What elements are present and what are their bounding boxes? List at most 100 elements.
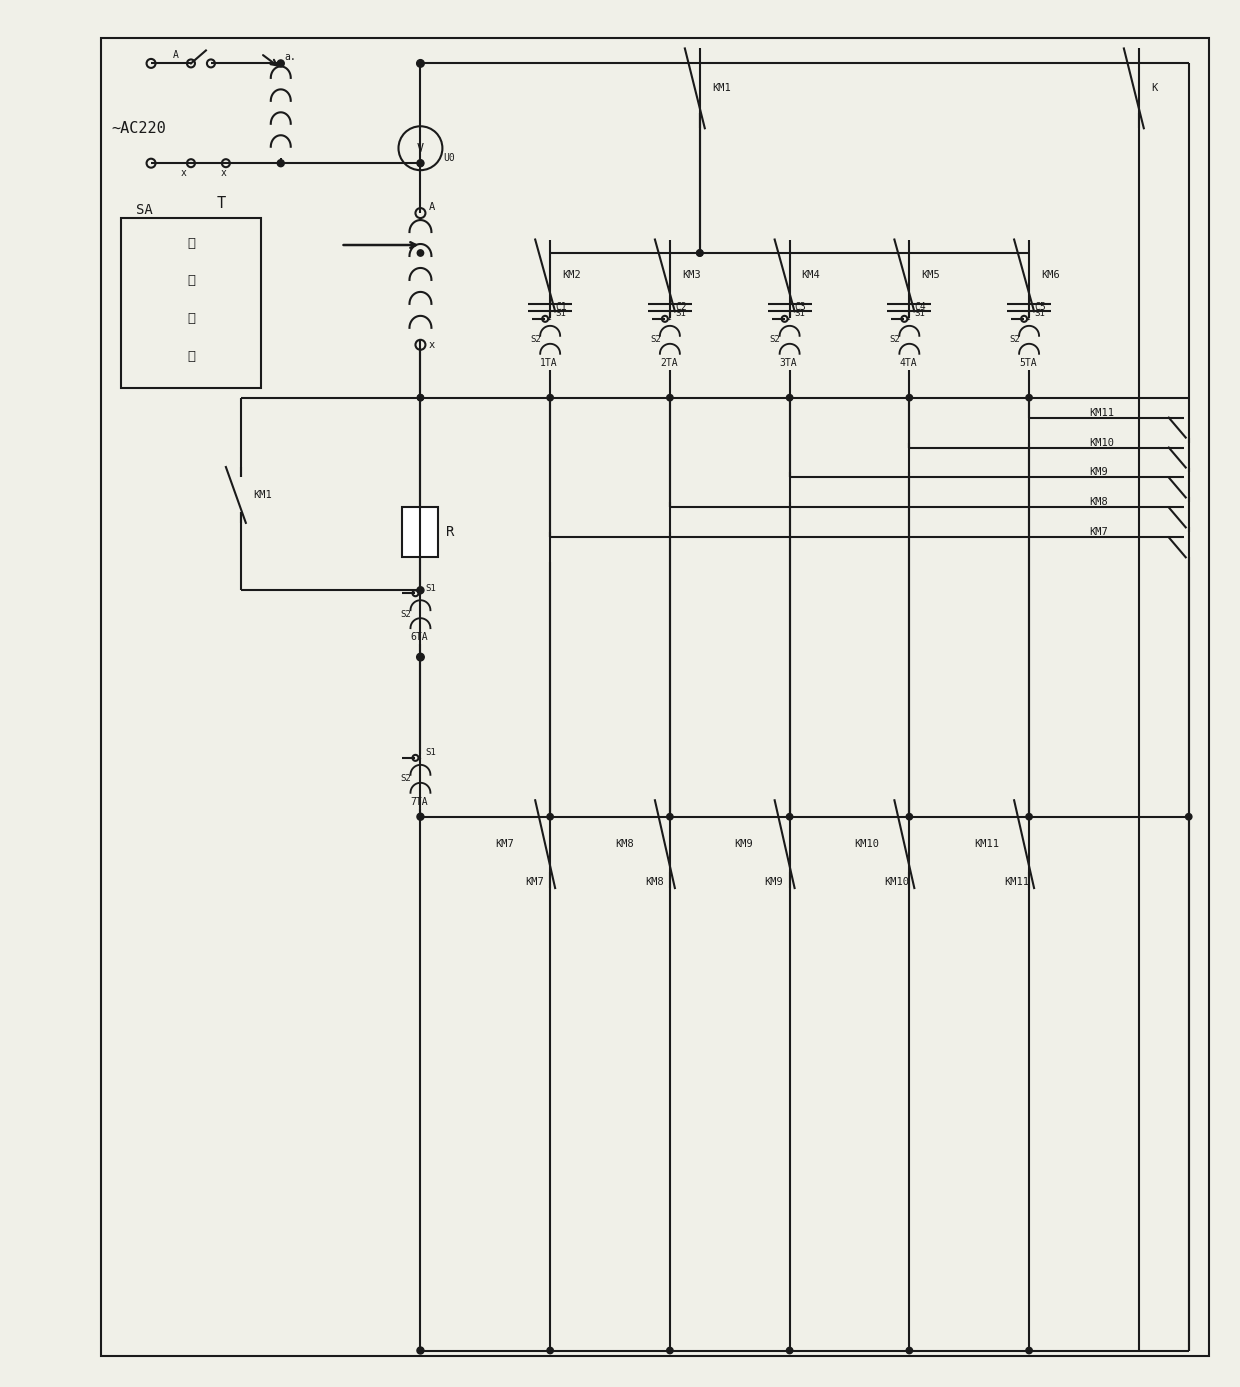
Text: 开: 开: [187, 312, 195, 326]
Text: C3: C3: [795, 302, 806, 312]
Text: S1: S1: [1034, 309, 1045, 319]
Text: S2: S2: [650, 336, 661, 344]
Text: 载: 载: [187, 275, 195, 287]
Text: 1TA: 1TA: [541, 358, 558, 368]
Text: a.: a.: [285, 53, 296, 62]
Circle shape: [906, 394, 913, 401]
Circle shape: [1025, 1347, 1032, 1354]
Text: S2: S2: [401, 774, 412, 784]
Circle shape: [417, 653, 424, 660]
Text: S1: S1: [425, 749, 436, 757]
Text: ▸: ▸: [906, 316, 910, 322]
Text: KM11: KM11: [1089, 408, 1114, 417]
Text: V: V: [417, 141, 424, 155]
Text: ▸: ▸: [1025, 316, 1030, 322]
Text: KM11: KM11: [1004, 877, 1029, 886]
Text: 6TA: 6TA: [410, 632, 428, 642]
Circle shape: [697, 250, 703, 257]
Circle shape: [417, 587, 424, 594]
Text: KM7: KM7: [1089, 527, 1107, 537]
Text: x: x: [429, 340, 435, 350]
Circle shape: [906, 814, 913, 820]
Text: S1: S1: [425, 584, 436, 592]
Text: ▸: ▸: [418, 755, 422, 761]
Circle shape: [667, 814, 673, 820]
Circle shape: [697, 250, 703, 257]
Text: KM2: KM2: [562, 270, 580, 280]
Text: ▸: ▸: [667, 316, 671, 322]
Circle shape: [417, 813, 424, 820]
Text: KM1: KM1: [712, 83, 730, 93]
Circle shape: [547, 394, 553, 401]
Circle shape: [417, 60, 424, 67]
Circle shape: [1025, 394, 1032, 401]
Bar: [122, 218, 260, 388]
Circle shape: [786, 394, 792, 401]
Text: 5TA: 5TA: [1019, 358, 1037, 368]
Text: S1: S1: [556, 309, 565, 319]
Text: KM10: KM10: [884, 877, 909, 886]
Circle shape: [417, 160, 424, 166]
Circle shape: [547, 814, 553, 820]
Text: S2: S2: [531, 336, 541, 344]
Circle shape: [278, 60, 284, 67]
Text: C5: C5: [1034, 302, 1045, 312]
Text: S2: S2: [401, 610, 412, 619]
Circle shape: [547, 1347, 553, 1354]
Text: KM11: KM11: [975, 839, 999, 849]
Text: 2TA: 2TA: [660, 358, 677, 368]
Circle shape: [667, 394, 673, 401]
Text: KM10: KM10: [854, 839, 879, 849]
Text: KM9: KM9: [735, 839, 754, 849]
Text: 3TA: 3TA: [780, 358, 797, 368]
Circle shape: [906, 1347, 913, 1354]
Text: KM7: KM7: [526, 877, 544, 886]
Text: S1: S1: [795, 309, 805, 319]
Text: K: K: [1151, 83, 1157, 93]
Text: ▸: ▸: [786, 316, 791, 322]
Text: S1: S1: [914, 309, 925, 319]
Text: ▸: ▸: [547, 316, 552, 322]
Text: S2: S2: [889, 336, 900, 344]
Circle shape: [417, 394, 424, 401]
Bar: [403, 508, 439, 558]
Circle shape: [786, 1347, 792, 1354]
Circle shape: [786, 814, 792, 820]
Text: KM10: KM10: [1089, 437, 1114, 448]
Text: U0: U0: [444, 153, 455, 164]
Text: x: x: [221, 168, 227, 178]
Text: KM8: KM8: [615, 839, 634, 849]
Text: KM8: KM8: [1089, 498, 1107, 508]
Bar: [102, 39, 1209, 1355]
Text: KM7: KM7: [495, 839, 515, 849]
Text: C1: C1: [556, 302, 567, 312]
Text: KM3: KM3: [682, 270, 701, 280]
Circle shape: [418, 395, 423, 401]
Text: S1: S1: [675, 309, 686, 319]
Circle shape: [417, 250, 424, 257]
Circle shape: [417, 1347, 424, 1354]
Text: 7TA: 7TA: [410, 796, 428, 807]
Text: R: R: [446, 526, 455, 540]
Text: KM1: KM1: [253, 490, 272, 499]
Text: SA: SA: [136, 203, 153, 218]
Text: ▸: ▸: [418, 591, 422, 596]
Text: x: x: [181, 168, 187, 178]
Text: 关: 关: [187, 351, 195, 363]
Text: C2: C2: [675, 302, 687, 312]
Text: A: A: [174, 50, 179, 61]
Text: A: A: [429, 203, 435, 212]
Circle shape: [278, 160, 284, 166]
Text: KM4: KM4: [801, 270, 821, 280]
Text: T: T: [216, 196, 226, 211]
Text: 有: 有: [187, 237, 195, 250]
Text: 4TA: 4TA: [899, 358, 918, 368]
Text: KM9: KM9: [765, 877, 784, 886]
Text: KM8: KM8: [645, 877, 663, 886]
Circle shape: [1025, 814, 1032, 820]
Text: S2: S2: [770, 336, 780, 344]
Text: ~AC220: ~AC220: [112, 121, 166, 136]
Circle shape: [1185, 814, 1192, 820]
Text: KM5: KM5: [921, 270, 940, 280]
Text: KM6: KM6: [1042, 270, 1060, 280]
